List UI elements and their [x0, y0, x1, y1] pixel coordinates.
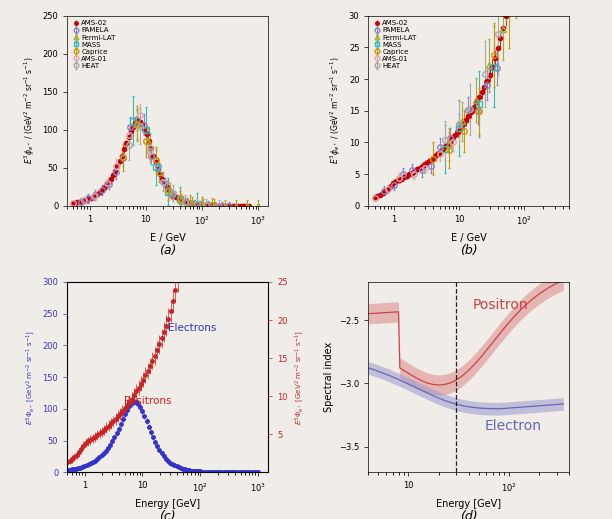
Text: (b): (b) — [460, 244, 477, 257]
Text: Positrons: Positrons — [124, 396, 171, 406]
Y-axis label: $E^3\phi_{e^+}$ / (GeV$^2$ m$^{-2}$ sr$^{-1}$ s$^{-1}$): $E^3\phi_{e^+}$ / (GeV$^2$ m$^{-2}$ sr$^… — [329, 57, 343, 165]
Legend: AMS-02, PAMELA, Fermi-LAT, MASS, Caprice, AMS-01, HEAT: AMS-02, PAMELA, Fermi-LAT, MASS, Caprice… — [372, 19, 418, 70]
Y-axis label: $E^3\phi_{e^-}$ / (GeV$^2$ m$^{-2}$ sr$^{-1}$ s$^{-1}$): $E^3\phi_{e^-}$ / (GeV$^2$ m$^{-2}$ sr$^… — [23, 57, 37, 165]
Y-axis label: Spectral index: Spectral index — [324, 342, 334, 412]
Text: Electrons: Electrons — [168, 323, 216, 334]
Text: Positron: Positron — [473, 297, 528, 311]
X-axis label: E / GeV: E / GeV — [150, 233, 185, 243]
X-axis label: Energy [GeV]: Energy [GeV] — [135, 499, 200, 509]
X-axis label: Energy [GeV]: Energy [GeV] — [436, 499, 501, 509]
Text: Electron: Electron — [485, 419, 542, 433]
Text: (d): (d) — [460, 510, 477, 519]
Text: (a): (a) — [159, 244, 176, 257]
Y-axis label: $E^3\Phi_{e^-}$ [GeV$^2$ m$^{-2}$ sr$^{-1}$ s$^{-1}$]: $E^3\Phi_{e^-}$ [GeV$^2$ m$^{-2}$ sr$^{-… — [24, 330, 37, 425]
Text: (c): (c) — [159, 510, 176, 519]
X-axis label: E / GeV: E / GeV — [451, 233, 487, 243]
Y-axis label: $E^3\Phi_{e^+}$ [GeV$^2$ m$^{-2}$ sr$^{-1}$ s$^{-1}$]: $E^3\Phi_{e^+}$ [GeV$^2$ m$^{-2}$ sr$^{-… — [293, 330, 306, 425]
Legend: AMS-02, PAMELA, Fermi-LAT, MASS, Caprice, AMS-01, HEAT: AMS-02, PAMELA, Fermi-LAT, MASS, Caprice… — [71, 19, 117, 70]
